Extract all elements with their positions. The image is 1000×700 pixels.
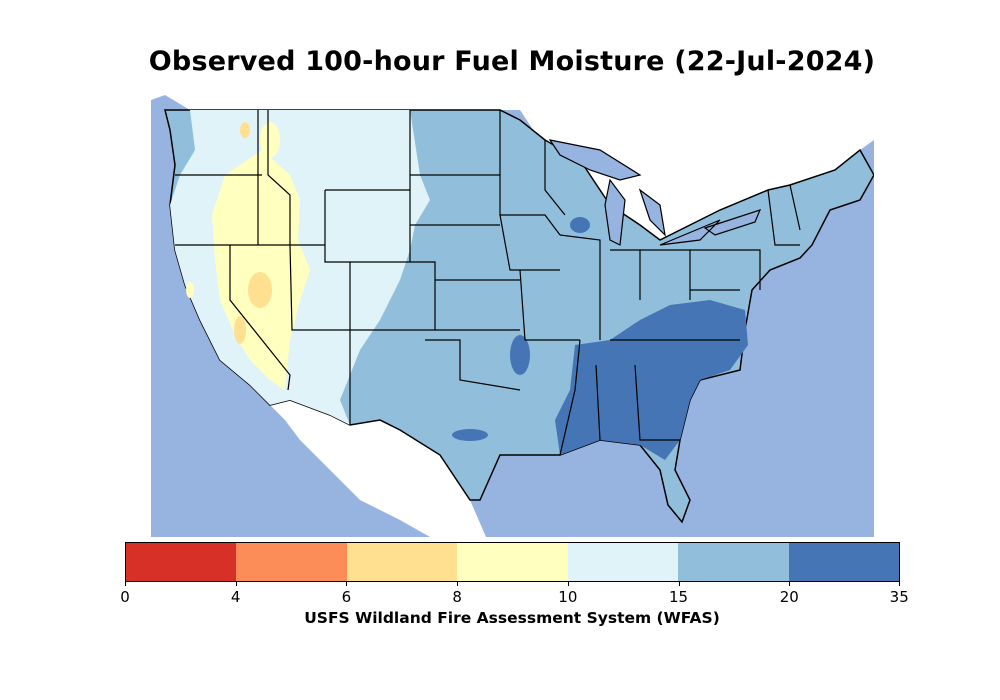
colorbar-segment-20-35 xyxy=(788,543,899,581)
moisture-patch xyxy=(240,122,250,138)
colorbar-label: USFS Wildland Fire Assessment System (WF… xyxy=(304,609,720,627)
tick-label: 20 xyxy=(779,588,799,606)
moisture-patch xyxy=(186,282,194,298)
tick-label: 6 xyxy=(341,588,352,606)
moisture-patch xyxy=(260,122,280,158)
tick-label: 10 xyxy=(558,588,578,606)
colorbar-segment-4-6 xyxy=(236,543,347,581)
colorbar-segment-10-15 xyxy=(567,543,679,581)
tick-label: 15 xyxy=(669,588,689,606)
colorbar-segment-0-4 xyxy=(126,543,237,581)
moisture-patch xyxy=(510,335,530,375)
mexico-land xyxy=(270,400,486,537)
colorbar-segment-6-8 xyxy=(346,543,458,581)
colorbar-ticks: 0 4 6 8 10 15 20 35 xyxy=(120,582,909,610)
moisture-patch xyxy=(452,429,488,441)
map-title: Observed 100-hour Fuel Moisture (22-Jul-… xyxy=(148,46,876,77)
colorbar-segment-15-20 xyxy=(678,543,789,581)
great-lakes xyxy=(548,139,762,246)
moisture-patch xyxy=(234,316,246,344)
moisture-patch xyxy=(248,272,272,308)
moisture-patch xyxy=(570,217,590,233)
canada-land xyxy=(151,84,874,240)
tick-label: 0 xyxy=(120,588,130,606)
state-borders xyxy=(175,110,801,456)
fuel-moisture-map xyxy=(151,84,874,537)
tick-label: 8 xyxy=(452,588,462,606)
tick-label: 4 xyxy=(230,588,241,606)
colorbar xyxy=(125,542,900,582)
colorbar-segment-8-10 xyxy=(457,543,568,581)
tick-label: 35 xyxy=(889,588,909,606)
